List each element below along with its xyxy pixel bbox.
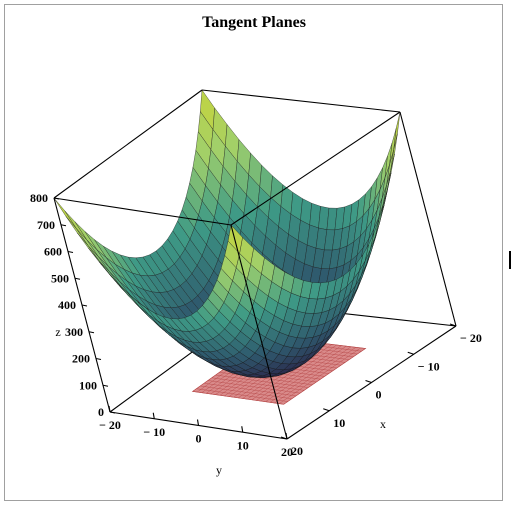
x-tick-label: 0 [376,388,382,402]
box-edge [53,197,232,226]
z-tick-label: 500 [51,271,69,285]
plane-grid-line [251,344,332,400]
y-axis-label: y [216,463,222,477]
y-tick-label: − 20 [99,418,121,432]
z-tick-label: 200 [72,352,90,366]
z-tick-mark [81,304,88,307]
plane-grid-line [283,348,366,405]
x-tick-mark [323,408,330,412]
surface-patch [53,197,77,229]
y-tick-mark [285,432,288,440]
z-tick-label: 600 [44,245,62,259]
surface-mesh [53,89,401,378]
y-tick-label: 10 [237,438,249,452]
z-tick-mark [95,357,102,361]
z-tick-label: 100 [79,378,97,392]
surface-patch [65,216,89,246]
plane-grid-line [265,345,347,402]
z-axis-label: z [55,325,60,339]
plane-grid-line [211,377,305,391]
z-tick-mark [102,384,109,387]
x-tick-label: 10 [333,416,345,430]
box-edge [230,224,288,440]
plane-grid-line [192,391,284,405]
plane-grid-line [200,385,292,399]
box-edge [201,89,401,113]
z-tick-label: 0 [98,405,104,419]
z-tick-label: 300 [65,325,83,339]
x-tick-mark [365,379,372,384]
bounding-box-front [53,111,457,440]
z-tick-mark [67,250,74,254]
z-tick-mark [60,224,67,227]
z-tick-mark [53,197,60,200]
box-edge [53,89,203,199]
box-edge [399,111,457,327]
z-tick-mark [74,277,81,280]
plane-grid-line [215,374,309,388]
plane-grid-line [274,347,357,404]
y-tick-label: − 10 [143,425,165,439]
plane-grid-line [196,388,288,402]
surface-patch [74,221,97,250]
x-tick-label: − 20 [460,331,482,345]
plane-grid-line [256,344,337,401]
x-tick-label: − 10 [418,359,440,373]
plane-grid-line [279,347,361,404]
chart-title: Tangent Planes [202,14,306,31]
y-tick-mark [152,412,155,419]
plane-grid-line [204,383,296,397]
y-tick-mark [196,419,200,426]
x-tick-label: 20 [291,444,303,458]
z-tick-mark [109,411,116,414]
plane-grid-line [219,372,313,385]
surface-patch [64,210,87,241]
surface-patch [393,111,401,151]
z-tick-mark [88,331,95,334]
y-tick-mark [108,405,111,413]
z-tick-label: 400 [58,298,76,312]
x-tick-mark [280,436,288,440]
plane-grid-line [269,346,352,403]
z-tick-label: 700 [37,218,55,232]
y-tick-label: 20 [281,445,293,459]
plane-grid-line [207,380,301,394]
x-tick-mark [407,351,414,355]
y-tick-mark [241,426,244,433]
y-tick-label: 0 [196,432,202,446]
box-edge [230,111,401,226]
z-tick-label: 800 [30,191,48,205]
x-axis-label: x [380,417,386,431]
edge-marker [509,251,511,269]
x-tick-mark [449,323,457,327]
